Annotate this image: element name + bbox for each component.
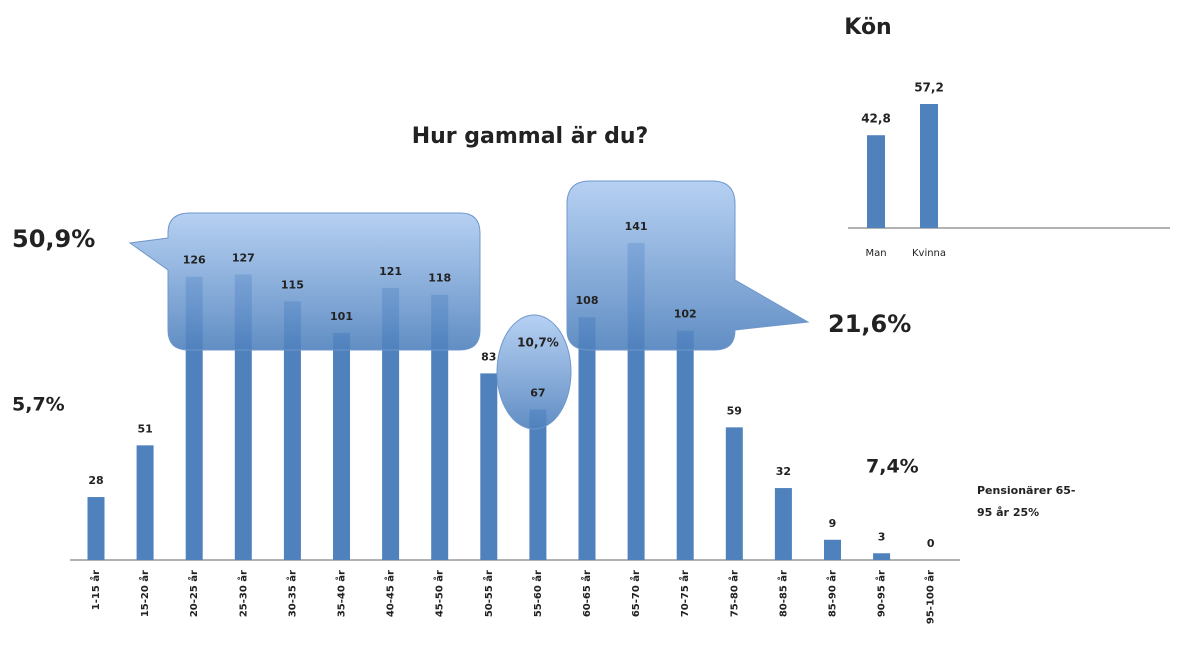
- x-tick-label: 60-65 år: [580, 570, 593, 617]
- x-tick-label: 65-70 år: [629, 570, 642, 617]
- data-label: 9: [829, 517, 837, 530]
- bar: [87, 497, 105, 560]
- data-label: 42,8: [861, 112, 891, 126]
- bar: [480, 373, 498, 560]
- data-label: 141: [625, 220, 648, 233]
- bar: [676, 330, 694, 560]
- bar: [333, 332, 350, 560]
- data-label: 51: [137, 422, 152, 435]
- x-tick-label: 15-20 år: [138, 570, 151, 617]
- x-tick-label: 90-95 år: [875, 570, 888, 617]
- x-tick-label: 35-40 år: [335, 570, 348, 617]
- callout: [496, 314, 572, 430]
- bar: [774, 488, 792, 560]
- data-label: 127: [232, 251, 255, 264]
- data-label: 118: [428, 272, 451, 285]
- x-tick-label: 85-90 år: [826, 570, 839, 617]
- x-tick-label: 25-30 år: [236, 570, 249, 617]
- annotation: Pensionärer 65-95 år 25%: [977, 484, 1076, 519]
- bar: [725, 427, 743, 560]
- chart-title: Hur gammal är du?: [412, 124, 649, 149]
- x-tick-label: 1-15 år: [89, 570, 102, 610]
- callout: [566, 180, 810, 351]
- bar: [382, 287, 400, 560]
- x-tick-label: Man: [865, 248, 886, 259]
- bar: [873, 553, 891, 560]
- data-label: 126: [183, 254, 206, 267]
- data-label: 57,2: [914, 81, 944, 95]
- data-label: 28: [88, 474, 103, 487]
- x-tick-label: 80-85 år: [776, 570, 789, 617]
- bar: [529, 409, 547, 560]
- x-tick-label: 40-45 år: [384, 570, 397, 617]
- bar: [431, 294, 449, 560]
- data-label: 102: [674, 308, 697, 321]
- x-tick-label: 30-35 år: [285, 570, 298, 617]
- labels: 28 1-15 år 51 15-20 år 126 20-25 år 127 25-30 å…: [88, 81, 946, 625]
- data-label: 0: [927, 537, 935, 550]
- x-tick-label: Kvinna: [912, 248, 946, 259]
- x-tick-label: 75-80 år: [727, 570, 740, 617]
- data-label: 32: [776, 465, 791, 478]
- annotation: 50,9%: [12, 225, 95, 253]
- annotation: 21,6%: [828, 310, 911, 338]
- bar: [578, 317, 596, 560]
- callouts: [128, 180, 810, 430]
- callout: [128, 212, 481, 351]
- x-tick-label: 70-75 år: [678, 570, 691, 617]
- chart-title: Kön: [844, 15, 891, 40]
- data-label: 3: [878, 530, 886, 543]
- bar: [920, 104, 938, 228]
- data-label: 83: [481, 350, 496, 363]
- annotation: 7,4%: [866, 456, 919, 478]
- bar: [824, 539, 841, 560]
- bar: [283, 301, 301, 560]
- x-tick-label: 55-60 år: [531, 570, 544, 617]
- data-label: 59: [727, 404, 742, 417]
- annotation: 10,7%: [517, 336, 559, 350]
- x-tick-label: 50-55 år: [482, 570, 495, 617]
- data-label: 67: [530, 386, 545, 399]
- bar: [867, 135, 885, 228]
- data-label: 108: [576, 294, 599, 307]
- x-tick-label: 45-50 år: [433, 570, 446, 617]
- x-tick-label: 20-25 år: [187, 570, 200, 617]
- x-tick-label: 95-100 år: [924, 570, 937, 624]
- data-label: 121: [379, 265, 402, 278]
- data-label: 115: [281, 278, 304, 291]
- data-label: 101: [330, 310, 353, 323]
- annotation: 5,7%: [12, 394, 65, 416]
- bar: [136, 445, 154, 560]
